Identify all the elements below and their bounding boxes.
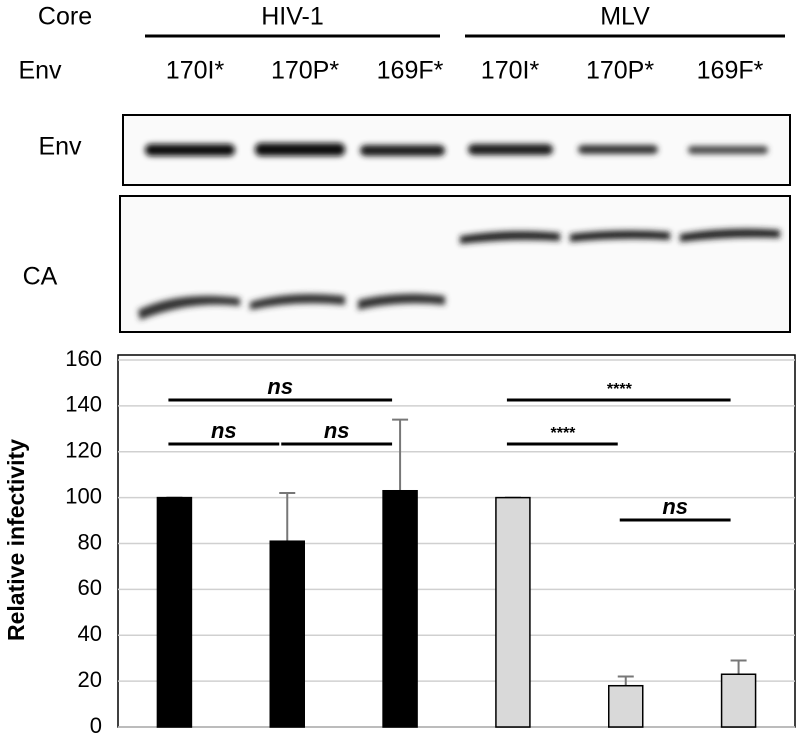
y-tick-label: 120 [65, 438, 102, 463]
blot-label: CA [23, 263, 58, 291]
core-label: Core [38, 3, 92, 31]
lane-label: 170P* [586, 57, 654, 85]
significance-label: **** [550, 425, 576, 442]
lane-label: 170P* [271, 57, 339, 85]
bar [495, 496, 531, 728]
bar [720, 673, 757, 728]
y-tick-label: 140 [65, 392, 102, 417]
bar [382, 489, 418, 728]
bar [156, 496, 193, 728]
chart-frame [117, 354, 796, 728]
y-axis-title: Relative infectivity [3, 439, 29, 641]
lane-label: 170I* [166, 57, 225, 85]
blot-frame [119, 195, 791, 333]
y-tick-label: 0 [90, 713, 102, 737]
significance-label: ns [324, 418, 350, 443]
env-label: Env [18, 57, 62, 85]
y-tick-label: 80 [78, 529, 102, 554]
group-label: HIV-1 [261, 3, 324, 31]
y-tick-label: 100 [65, 483, 102, 508]
y-tick-label: 60 [78, 575, 102, 600]
lane-label: 170I* [481, 57, 540, 85]
group-label: MLV [600, 3, 650, 31]
significance-label: ns [662, 494, 688, 519]
significance-label: **** [606, 381, 632, 398]
blot-bands [138, 143, 780, 320]
lane-label: 169F* [697, 57, 764, 85]
lane-label: 169F* [377, 57, 444, 85]
bar [269, 540, 305, 728]
significance-label: ns [211, 418, 237, 443]
y-tick-label: 160 [65, 346, 102, 371]
significance-label: ns [267, 374, 293, 399]
blot-label: Env [38, 133, 82, 161]
bar [608, 684, 644, 728]
y-tick-label: 20 [78, 667, 102, 692]
y-tick-label: 40 [78, 621, 102, 646]
